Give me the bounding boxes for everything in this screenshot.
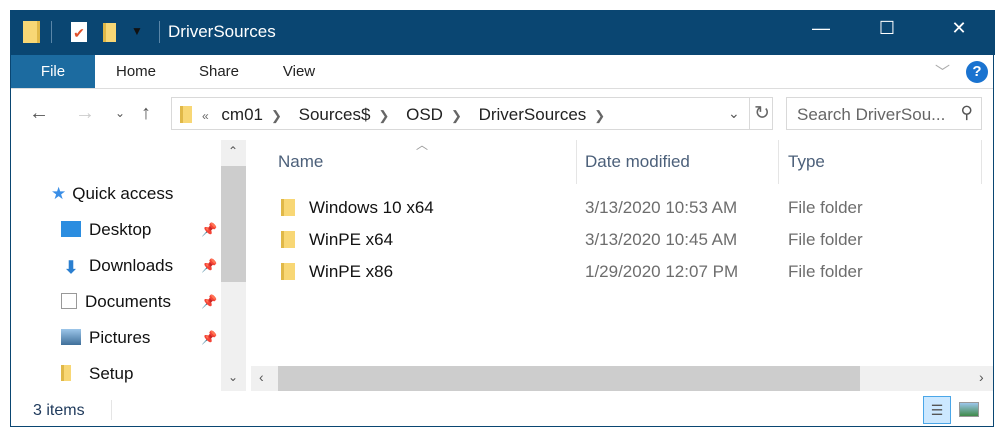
document-icon xyxy=(61,293,77,309)
scroll-left-icon[interactable]: ‹ xyxy=(259,369,264,385)
divider[interactable] xyxy=(778,140,779,184)
status-item-count: 3 items xyxy=(33,402,85,419)
divider xyxy=(749,98,750,129)
expand-ribbon-icon[interactable]: ﹀ xyxy=(935,64,951,81)
chevron-right-icon[interactable]: ❯ xyxy=(378,108,390,123)
nav-pictures[interactable]: Pictures xyxy=(61,328,150,348)
pin-icon[interactable]: 📌 xyxy=(201,222,218,237)
file-date: 1/29/2020 12:07 PM xyxy=(585,262,739,281)
chevron-right-icon[interactable]: ❯ xyxy=(271,108,282,123)
crumb-cm01[interactable]: cm01 xyxy=(221,105,263,124)
file-row[interactable]: Windows 10 x64 3/13/2020 10:53 AM File f… xyxy=(281,192,991,224)
nav-setup[interactable]: Setup xyxy=(61,364,133,384)
file-name: WinPE x64 xyxy=(309,230,394,249)
nav-desktop[interactable]: Desktop xyxy=(61,220,151,240)
ribbon: File Home Share View ﹀ ? xyxy=(11,55,993,89)
chevron-right-icon[interactable]: ❯ xyxy=(594,108,606,123)
new-folder-icon[interactable] xyxy=(103,23,116,42)
window-title: DriverSources xyxy=(168,22,276,41)
pin-icon[interactable]: 📌 xyxy=(201,258,218,273)
nav-label: Downloads xyxy=(89,256,174,275)
up-button[interactable]: ↑ xyxy=(141,102,151,124)
pictures-icon xyxy=(61,329,81,345)
refresh-icon[interactable]: ↻ xyxy=(754,103,770,124)
column-date-modified[interactable]: Date modified xyxy=(585,152,690,171)
scroll-right-icon[interactable]: › xyxy=(979,369,984,385)
title-bar: ✔ ▼ DriverSources — ☐ ✕ xyxy=(11,10,995,55)
crumb-driversources[interactable]: DriverSources xyxy=(478,105,587,124)
scroll-thumb[interactable] xyxy=(278,366,860,391)
star-icon: ★ xyxy=(51,184,67,203)
chevron-right-icon[interactable]: ❯ xyxy=(450,108,462,123)
recent-locations-icon[interactable]: ⌄ xyxy=(115,106,126,120)
folder-icon xyxy=(281,231,295,248)
tab-view[interactable]: View xyxy=(282,63,316,80)
nav-label: Pictures xyxy=(89,328,151,347)
tab-home[interactable]: Home xyxy=(115,63,156,80)
nav-downloads[interactable]: ⬇ Downloads xyxy=(61,256,174,277)
search-input[interactable]: Search DriverSou... ⚲ xyxy=(786,97,982,130)
overflow-icon[interactable]: « xyxy=(202,109,209,123)
address-bar[interactable]: « cm01 ❯ Sources$ ❯ OSD ❯ DriverSources ❯ ⌄ … xyxy=(171,97,773,130)
explorer-window: ✔ ▼ DriverSources — ☐ ✕ File Home Share … xyxy=(10,10,995,427)
tab-share[interactable]: Share xyxy=(198,63,240,80)
column-name[interactable]: Name xyxy=(278,152,324,171)
folder-icon xyxy=(281,263,295,280)
nav-label: Setup xyxy=(89,364,134,383)
customize-quick-access-icon[interactable]: ▼ xyxy=(131,24,143,38)
minimize-button[interactable]: — xyxy=(812,18,830,38)
sort-ascending-icon: ︿ xyxy=(416,138,429,152)
search-icon[interactable]: ⚲ xyxy=(960,103,973,122)
folder-icon xyxy=(180,106,192,123)
horizontal-scrollbar[interactable]: ‹ › xyxy=(251,366,993,391)
maximize-button[interactable]: ☐ xyxy=(878,18,896,38)
nav-label: Documents xyxy=(85,292,171,311)
desktop-icon xyxy=(61,221,81,237)
divider xyxy=(159,21,160,43)
download-icon: ⬇ xyxy=(63,258,79,277)
folder-icon xyxy=(61,365,71,381)
help-icon[interactable]: ? xyxy=(966,61,988,83)
crumb-osd[interactable]: OSD xyxy=(406,105,443,124)
scroll-thumb[interactable] xyxy=(221,166,246,282)
scroll-down-icon[interactable]: ⌄ xyxy=(228,370,239,384)
file-name: Windows 10 x64 xyxy=(309,198,434,217)
nav-label: Desktop xyxy=(89,220,152,239)
folder-icon xyxy=(281,199,295,216)
file-date: 3/13/2020 10:45 AM xyxy=(585,230,738,249)
file-type: File folder xyxy=(788,262,863,281)
crumb-sources[interactable]: Sources$ xyxy=(298,105,371,124)
pin-icon[interactable]: 📌 xyxy=(201,330,218,345)
back-button[interactable]: ← xyxy=(29,102,49,124)
divider xyxy=(111,400,112,420)
file-type: File folder xyxy=(788,198,863,217)
column-headers: ︿ Name Date modified Type xyxy=(251,138,993,184)
address-dropdown-icon[interactable]: ⌄ xyxy=(728,105,740,121)
file-name: WinPE x86 xyxy=(309,262,394,281)
divider[interactable] xyxy=(981,140,982,184)
properties-icon[interactable]: ✔ xyxy=(71,22,87,42)
navigation-pane: ★ Quick access Desktop ⬇ Downloads Documen… xyxy=(11,140,246,391)
file-row[interactable]: WinPE x86 1/29/2020 12:07 PM File folder xyxy=(281,256,991,288)
nav-scrollbar[interactable]: ⌃ ⌄ xyxy=(221,140,246,391)
details-view-button[interactable]: ☰ xyxy=(923,396,951,424)
close-button[interactable]: ✕ xyxy=(951,18,967,38)
tab-file[interactable]: File xyxy=(11,55,95,88)
column-type[interactable]: Type xyxy=(788,152,825,171)
nav-label: Quick access xyxy=(72,184,174,203)
file-date: 3/13/2020 10:53 AM xyxy=(585,198,738,217)
nav-documents[interactable]: Documents xyxy=(61,292,171,312)
scroll-up-icon[interactable]: ⌃ xyxy=(228,144,239,158)
nav-quick-access[interactable]: ★ Quick access xyxy=(51,184,173,204)
large-icons-view-button[interactable] xyxy=(959,402,979,417)
search-placeholder: Search DriverSou... xyxy=(797,105,946,124)
file-row[interactable]: WinPE x64 3/13/2020 10:45 AM File folder xyxy=(281,224,991,256)
forward-button[interactable]: → xyxy=(75,102,95,124)
folder-icon xyxy=(23,21,40,43)
pin-icon[interactable]: 📌 xyxy=(201,294,218,309)
file-type: File folder xyxy=(788,230,863,249)
divider[interactable] xyxy=(576,140,577,184)
divider xyxy=(51,21,52,43)
